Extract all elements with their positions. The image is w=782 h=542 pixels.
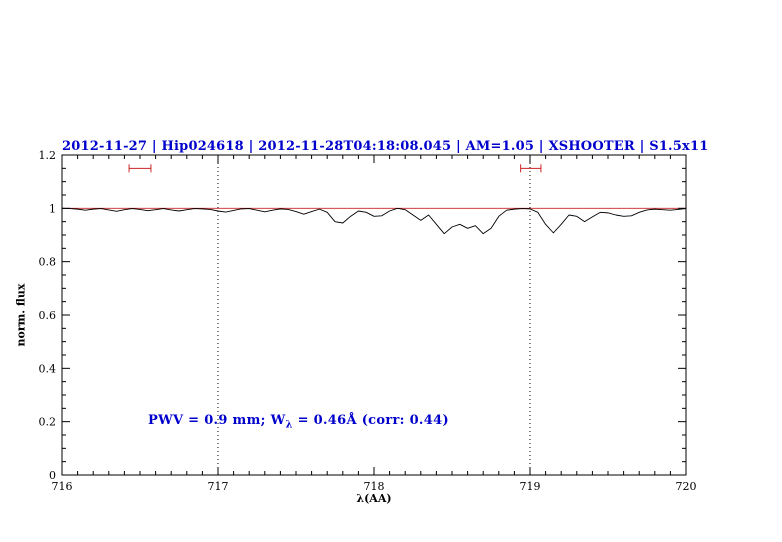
x-tick-label: 719 — [520, 480, 541, 493]
spectrum-line — [61, 207, 687, 235]
pwv-annotation: PWV = 0.9 mm; Wλ = 0.46Å (corr: 0.44) — [148, 413, 449, 431]
y-axis-label: norm. flux — [14, 283, 28, 347]
y-tick-label: 0.6 — [39, 309, 57, 322]
x-tick-label: 716 — [52, 480, 73, 493]
x-axis-label: λ(AA) — [356, 492, 392, 505]
y-tick-label: 0.4 — [39, 362, 57, 375]
x-tick-label: 718 — [364, 480, 385, 493]
y-tick-label: 0.8 — [39, 256, 57, 269]
y-tick-label: 0.2 — [39, 416, 57, 429]
x-tick-label: 720 — [676, 480, 697, 493]
x-tick-label: 717 — [208, 480, 229, 493]
pwv-annotation-prefix: PWV = 0.9 mm; W — [148, 413, 286, 428]
plot-title: 2012-11-27 | Hip024618 | 2012-11-28T04:1… — [62, 139, 709, 154]
y-tick-label: 0 — [49, 469, 56, 482]
pwv-annotation-sub: λ — [285, 419, 293, 431]
y-tick-label: 1 — [49, 202, 56, 215]
pwv-annotation-suffix: = 0.46Å (corr: 0.44) — [292, 413, 449, 428]
y-tick-label: 1.2 — [39, 149, 57, 162]
